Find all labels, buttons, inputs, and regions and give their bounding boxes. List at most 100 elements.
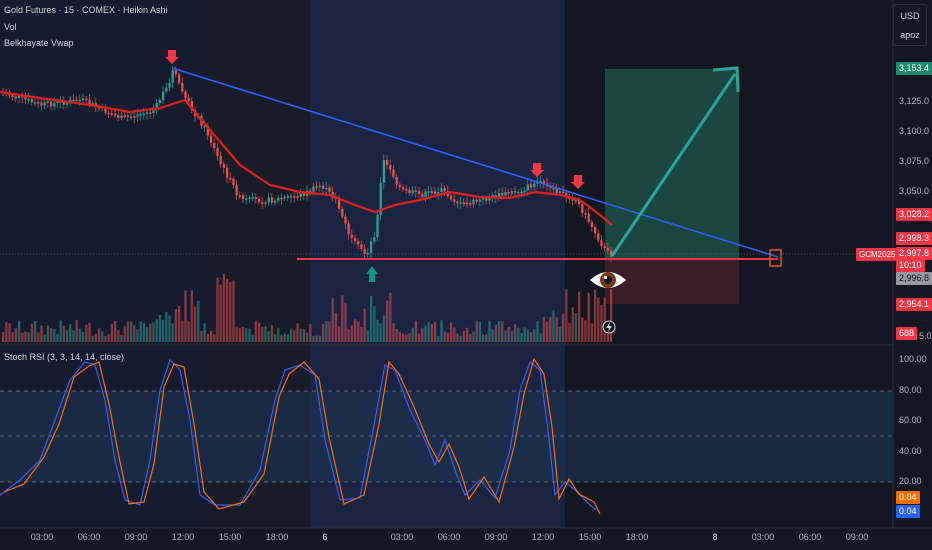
candle-body xyxy=(85,98,88,101)
candle-body xyxy=(408,189,411,194)
volume-bar xyxy=(491,329,494,342)
currency-unit-box[interactable]: USD apoz xyxy=(893,4,927,46)
volume-bar xyxy=(379,323,382,342)
volume-bar xyxy=(194,306,197,342)
candle-body xyxy=(434,191,437,194)
volume-bar xyxy=(504,330,507,342)
volume-bar xyxy=(296,323,299,342)
volume-bar xyxy=(411,327,414,342)
stoch-legend[interactable]: Stoch RSI (3, 3, 14, 14, close) xyxy=(4,352,125,362)
volume-bar xyxy=(210,330,213,342)
candle-body xyxy=(514,191,517,193)
volume-bar xyxy=(421,328,424,342)
volume-bar xyxy=(546,321,549,342)
volume-bar xyxy=(40,325,43,342)
candle-body xyxy=(600,240,603,246)
candle-body xyxy=(450,196,453,200)
eye-icon xyxy=(590,272,626,288)
candle-body xyxy=(392,169,395,177)
volume-bar xyxy=(235,327,238,342)
down-arrow-icon xyxy=(571,175,585,189)
down-arrow-icon xyxy=(165,50,179,64)
currency-label: USD xyxy=(900,11,920,21)
volume-bar xyxy=(584,320,587,342)
candle-body xyxy=(165,87,168,92)
volume-bar xyxy=(510,331,513,342)
volume-bar xyxy=(94,333,97,342)
candle-body xyxy=(46,101,49,103)
time-tick: 15:00 xyxy=(578,532,602,542)
volume-bar xyxy=(350,325,353,342)
volume-bar xyxy=(11,332,14,342)
time-tick: 12:00 xyxy=(171,532,195,542)
time-tick: 03:00 xyxy=(30,532,54,542)
volume-bar xyxy=(469,334,472,342)
volume-bar xyxy=(331,298,334,342)
candle-body xyxy=(594,227,597,234)
volume-bar xyxy=(251,334,254,342)
stoch-tick: 80.00 xyxy=(899,385,922,395)
volume-bar xyxy=(520,333,523,342)
symbol-legend[interactable]: Gold Futures · 15 · COMEX · Heikin Ashi xyxy=(4,5,168,15)
volume-legend[interactable]: Vol xyxy=(4,22,17,32)
candle-body xyxy=(581,204,584,214)
candle-body xyxy=(501,193,504,196)
price-tick: 5.0 xyxy=(919,331,932,341)
volume-bar xyxy=(155,319,158,342)
candle-body xyxy=(37,102,40,104)
candle-body xyxy=(206,125,209,136)
target-arrow-line xyxy=(610,73,737,257)
time-tick: 06:00 xyxy=(437,532,461,542)
candle-body xyxy=(325,187,328,190)
volume-bar xyxy=(293,330,296,342)
volume-bar xyxy=(523,327,526,342)
candle-body xyxy=(82,98,85,101)
candle-body xyxy=(40,102,43,106)
candle-body xyxy=(258,198,261,203)
candle-body xyxy=(357,241,360,245)
candle-body xyxy=(523,190,526,192)
candle-body xyxy=(354,237,357,242)
vwap-line xyxy=(0,90,613,226)
candle-body xyxy=(376,214,379,238)
volume-bar xyxy=(123,326,126,342)
volume-bar xyxy=(274,334,277,342)
volume-bar xyxy=(24,331,27,342)
volume-bar xyxy=(354,319,357,342)
volume-bar xyxy=(72,330,75,342)
volume-bar xyxy=(443,331,446,342)
vwap-legend[interactable]: Belkhayate Vwap xyxy=(4,38,74,48)
volume-bar xyxy=(434,322,437,342)
price-tick: 3,075.0 xyxy=(899,156,930,166)
candle-body xyxy=(21,95,24,98)
volume-bar xyxy=(322,323,325,342)
candle-body xyxy=(549,186,552,189)
candle-body xyxy=(24,96,27,100)
volume-bar xyxy=(498,321,501,342)
candle-body xyxy=(34,102,37,104)
candle-body xyxy=(299,193,302,198)
time-tick: 6 xyxy=(322,532,328,542)
candle-body xyxy=(78,99,81,102)
candle-body xyxy=(142,113,145,116)
candle-body xyxy=(190,101,193,111)
candle-body xyxy=(226,167,229,179)
candle-body xyxy=(117,115,120,119)
volume-bar xyxy=(5,321,8,342)
candle-body xyxy=(50,101,53,107)
candle-body xyxy=(110,113,113,115)
volume-bar xyxy=(309,323,312,342)
down-arrow-icon xyxy=(530,163,544,177)
stop-zone xyxy=(605,258,739,304)
volume-bar xyxy=(578,291,581,342)
volume-bar xyxy=(606,325,609,342)
lightning-glyph xyxy=(606,322,612,332)
volume-bar xyxy=(587,292,590,342)
volume-bar xyxy=(299,328,302,342)
volume-bar xyxy=(226,278,229,342)
volume-bar xyxy=(530,331,533,342)
candle-body xyxy=(245,198,248,200)
time-tick: 06:00 xyxy=(798,532,822,542)
candle-body xyxy=(558,191,561,193)
